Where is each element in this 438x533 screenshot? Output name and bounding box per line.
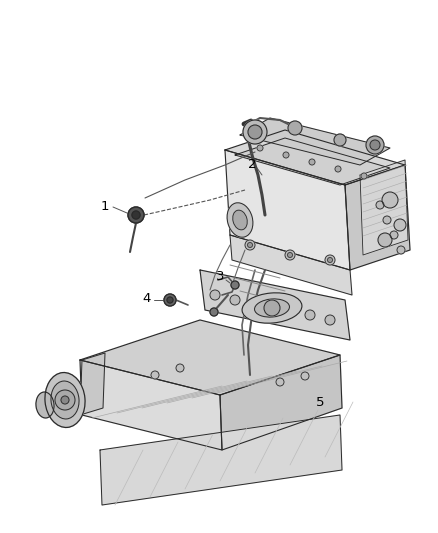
Circle shape (210, 308, 218, 316)
Polygon shape (225, 150, 350, 270)
Polygon shape (225, 130, 405, 185)
Circle shape (245, 240, 255, 250)
Circle shape (283, 152, 289, 158)
Text: 1: 1 (101, 200, 109, 214)
Circle shape (382, 192, 398, 208)
Polygon shape (80, 353, 105, 415)
Ellipse shape (254, 299, 290, 317)
Circle shape (257, 145, 263, 151)
Circle shape (230, 295, 240, 305)
Ellipse shape (36, 392, 54, 418)
Circle shape (325, 315, 335, 325)
Circle shape (325, 255, 335, 265)
Circle shape (248, 125, 262, 139)
Text: 5: 5 (316, 397, 324, 409)
Ellipse shape (242, 293, 302, 323)
Circle shape (243, 120, 267, 144)
Polygon shape (240, 118, 390, 165)
Circle shape (247, 243, 252, 247)
Polygon shape (235, 138, 390, 185)
Ellipse shape (227, 203, 253, 237)
Circle shape (210, 290, 220, 300)
Circle shape (164, 294, 176, 306)
Circle shape (309, 159, 315, 165)
Circle shape (176, 364, 184, 372)
Ellipse shape (51, 381, 79, 419)
Ellipse shape (233, 210, 247, 230)
Polygon shape (230, 235, 352, 295)
Circle shape (231, 281, 239, 289)
Polygon shape (345, 165, 410, 270)
Polygon shape (100, 415, 342, 505)
Circle shape (361, 173, 367, 179)
Circle shape (366, 136, 384, 154)
Polygon shape (80, 320, 340, 395)
Circle shape (394, 219, 406, 231)
Text: 3: 3 (216, 271, 224, 284)
Text: 2: 2 (248, 158, 256, 172)
Circle shape (276, 378, 284, 386)
Polygon shape (360, 160, 408, 255)
Circle shape (335, 166, 341, 172)
Circle shape (61, 396, 69, 404)
Circle shape (301, 372, 309, 380)
Circle shape (383, 216, 391, 224)
Circle shape (376, 201, 384, 209)
Polygon shape (220, 355, 342, 450)
Polygon shape (200, 270, 350, 340)
Circle shape (397, 246, 405, 254)
Text: 4: 4 (143, 292, 151, 304)
Circle shape (128, 207, 144, 223)
Circle shape (288, 121, 302, 135)
Circle shape (55, 390, 75, 410)
Circle shape (370, 140, 380, 150)
Circle shape (305, 310, 315, 320)
Circle shape (378, 233, 392, 247)
Circle shape (287, 253, 293, 257)
Circle shape (264, 300, 280, 316)
Circle shape (390, 231, 398, 239)
Circle shape (132, 211, 140, 219)
Polygon shape (80, 360, 222, 450)
Circle shape (328, 257, 332, 262)
Circle shape (167, 297, 173, 303)
Circle shape (285, 250, 295, 260)
Circle shape (334, 134, 346, 146)
Circle shape (151, 371, 159, 379)
Ellipse shape (45, 373, 85, 427)
